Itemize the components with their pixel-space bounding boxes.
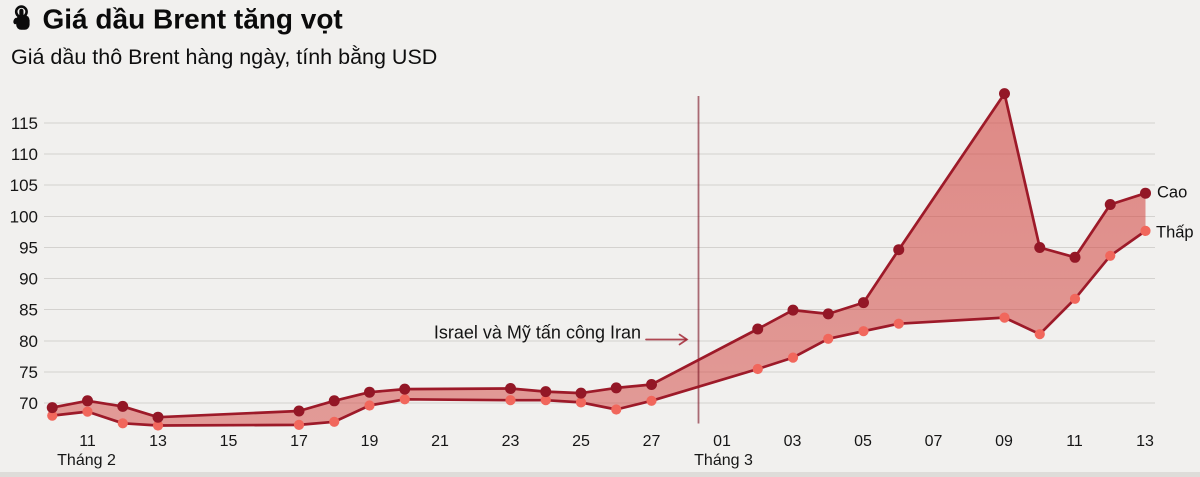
svg-text:Cao: Cao [1157,184,1187,202]
svg-text:100: 100 [10,207,38,226]
svg-text:07: 07 [925,433,943,450]
svg-text:115: 115 [11,114,38,133]
svg-text:85: 85 [19,301,38,320]
svg-text:75: 75 [19,363,38,382]
svg-text:Thấp: Thấp [1156,224,1194,242]
svg-text:110: 110 [11,145,38,164]
svg-text:13: 13 [1136,433,1154,450]
svg-text:Giá dầu Brent tăng vọt: Giá dầu Brent tăng vọt [43,3,343,34]
svg-text:01: 01 [713,433,731,450]
svg-text:03: 03 [784,433,802,450]
svg-text:15: 15 [220,433,238,450]
svg-text:09: 09 [995,433,1013,450]
svg-text:95: 95 [19,238,38,257]
svg-text:27: 27 [643,433,661,450]
svg-text:23: 23 [502,433,520,450]
svg-text:90: 90 [19,270,38,289]
svg-text:Tháng 2: Tháng 2 [57,452,116,469]
svg-text:Tháng 3: Tháng 3 [694,452,753,469]
svg-text:11: 11 [79,433,96,450]
svg-text:05: 05 [854,433,872,450]
svg-text:17: 17 [290,433,308,450]
svg-text:25: 25 [572,433,590,450]
svg-text:19: 19 [361,433,379,450]
svg-text:80: 80 [19,332,38,351]
svg-text:Israel và Mỹ tấn công Iran: Israel và Mỹ tấn công Iran [434,323,641,343]
svg-text:105: 105 [10,176,38,195]
svg-text:21: 21 [431,433,449,450]
svg-text:13: 13 [149,433,167,450]
svg-text:11: 11 [1066,433,1083,450]
svg-text:70: 70 [19,394,38,413]
svg-text:Giá dầu thô Brent hàng ngày, t: Giá dầu thô Brent hàng ngày, tính bằng U… [11,44,437,69]
